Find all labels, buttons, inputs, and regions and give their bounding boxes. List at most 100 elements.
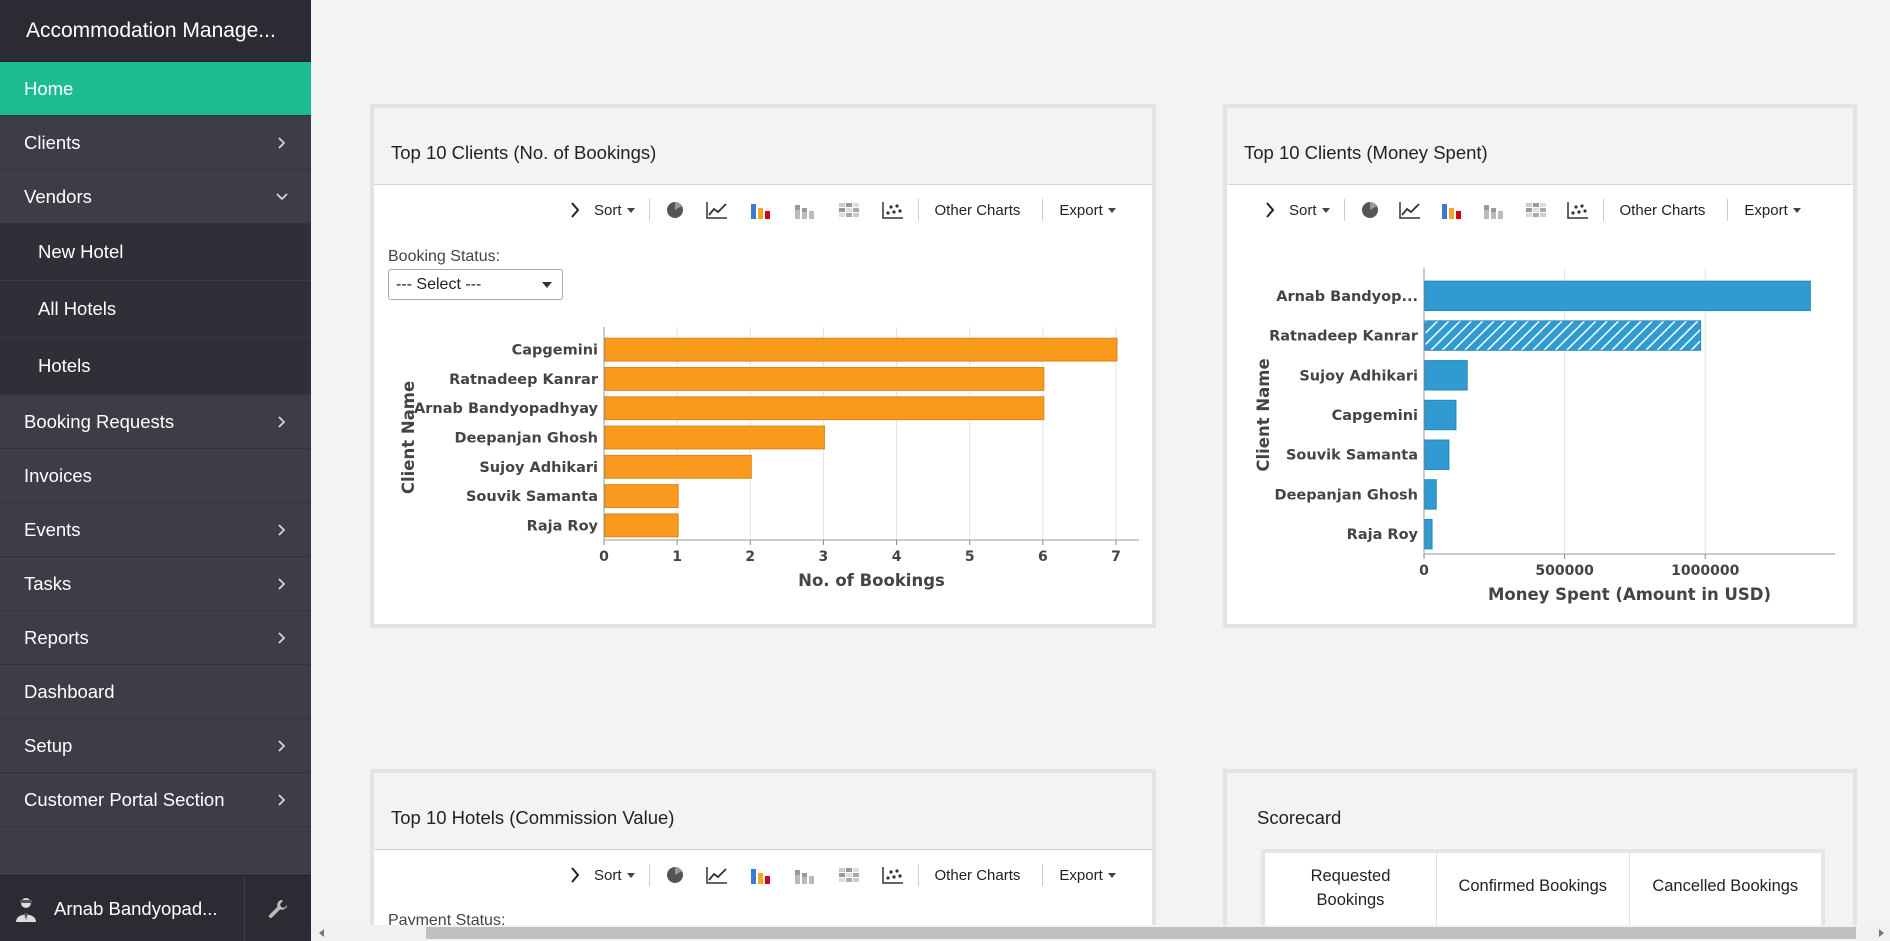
pie-chart-icon[interactable] <box>666 866 684 884</box>
sidebar-item-dashboard[interactable]: Dashboard <box>0 665 311 719</box>
select-value: --- Select --- <box>396 275 482 293</box>
sidebar-item-booking-requests[interactable]: Booking Requests <box>0 395 311 449</box>
scorecard-title: Scorecard <box>1257 807 1342 828</box>
chevron-right-icon <box>273 737 291 755</box>
expand-chevron-icon[interactable] <box>1265 202 1275 218</box>
app-title[interactable]: Accommodation Manage... <box>0 0 311 62</box>
export-button[interactable]: Export <box>1744 202 1801 219</box>
sidebar-item-invoices[interactable]: Invoices <box>0 449 311 503</box>
scatter-chart-icon[interactable] <box>881 866 904 884</box>
bar-raja-roy[interactable] <box>1424 518 1433 550</box>
sidebar-item-label: Clients <box>24 131 81 153</box>
line-chart-icon[interactable] <box>705 866 728 884</box>
bar-chart-icon[interactable] <box>1441 201 1463 219</box>
scrollbar-thumb[interactable] <box>426 927 1856 939</box>
sidebar-item-reports[interactable]: Reports <box>0 611 311 665</box>
category-label: Souvik Samanta <box>466 489 598 505</box>
sidebar-item-label: All Hotels <box>38 298 117 319</box>
bar-chart-icon[interactable] <box>750 866 772 884</box>
chevron-right-icon <box>273 413 291 431</box>
bar-sujoy-adhikari[interactable] <box>604 454 752 479</box>
scorecard-col-confirmed: Confirmed Bookings <box>1437 853 1630 929</box>
sidebar-item-label: Customer Portal Section <box>24 788 225 810</box>
sidebar-item-new-hotel[interactable]: New Hotel <box>0 224 311 281</box>
export-button[interactable]: Export <box>1059 866 1116 884</box>
bar-sujoy-adhikari[interactable] <box>1424 360 1468 391</box>
sort-caret-icon <box>626 872 635 878</box>
sidebar-item-label: Setup <box>24 734 73 756</box>
y-axis-title: Client Name <box>1254 358 1273 471</box>
sidebar-item-customer-portal-section[interactable]: Customer Portal Section <box>0 773 311 827</box>
sidebar-item-hotels[interactable]: Hotels <box>0 338 311 395</box>
expand-chevron-icon[interactable] <box>570 202 580 218</box>
x-tick-label: 3 <box>819 549 829 565</box>
sidebar-item-label: Tasks <box>24 572 72 594</box>
bar-deepanjan-ghosh[interactable] <box>604 425 825 450</box>
scroll-right-icon[interactable] <box>1879 929 1884 937</box>
panel-top-hotels-commission: Top 10 Hotels (Commission Value) Sort Oth… <box>370 769 1156 941</box>
sort-button[interactable]: Sort <box>1289 202 1330 219</box>
sort-button[interactable]: Sort <box>594 867 635 884</box>
sidebar-item-tasks[interactable]: Tasks <box>0 557 311 611</box>
bar-ratnadeep-kanrar[interactable] <box>604 367 1045 391</box>
line-chart-icon[interactable] <box>1398 201 1421 219</box>
payment-status-label: Payment Status: <box>388 912 506 929</box>
bar-capgemini[interactable] <box>604 337 1118 362</box>
booking-status-select[interactable]: --- Select --- <box>388 269 563 300</box>
category-label: Sujoy Adhikari <box>1299 368 1418 384</box>
sidebar-nav: Home Clients Vendors New Hotel All Hotels Hot… <box>0 62 311 827</box>
bar-ratnadeep-kanrar[interactable] <box>1424 320 1702 351</box>
line-chart-icon[interactable] <box>705 201 728 219</box>
stacked-bar-icon[interactable] <box>1483 201 1505 219</box>
panel-body: Sort Other Charts Export Booking Status: -… <box>374 184 1152 624</box>
sidebar-item-vendors[interactable]: Vendors <box>0 170 311 224</box>
user-menu[interactable]: Arnab Bandyopad... <box>0 876 245 941</box>
heatmap-icon[interactable] <box>1525 201 1547 219</box>
chevron-right-icon <box>273 791 291 809</box>
scatter-chart-icon[interactable] <box>1566 201 1589 219</box>
user-avatar-icon <box>16 897 36 922</box>
sort-button[interactable]: Sort <box>594 202 635 219</box>
sidebar-item-label: New Hotel <box>38 241 124 262</box>
panel-top-clients-bookings: Top 10 Clients (No. of Bookings) Sort Oth… <box>370 104 1156 628</box>
stacked-bar-icon[interactable] <box>794 866 816 884</box>
sidebar-item-home[interactable]: Home <box>0 62 311 116</box>
bar-souvik-samanta[interactable] <box>604 484 679 508</box>
x-tick-label: 500000 <box>1535 563 1594 579</box>
bar-souvik-samanta[interactable] <box>1424 439 1450 470</box>
chevron-right-icon <box>273 521 291 539</box>
category-label: Ratnadeep Kanrar <box>1269 329 1419 345</box>
heatmap-icon[interactable] <box>838 201 860 219</box>
settings-wrench-button[interactable] <box>245 876 311 941</box>
x-tick-label: 4 <box>892 549 902 565</box>
bar-raja-roy[interactable] <box>604 513 679 538</box>
stacked-bar-icon[interactable] <box>794 201 816 219</box>
pie-chart-icon[interactable] <box>1361 201 1379 219</box>
export-label: Export <box>1059 866 1103 884</box>
scatter-chart-icon[interactable] <box>881 201 904 219</box>
x-tick-label: 6 <box>1038 549 1048 565</box>
bar-arnab-bandyopadhyay[interactable] <box>604 396 1045 421</box>
sidebar-item-events[interactable]: Events <box>0 503 311 557</box>
bar-deepanjan-ghosh[interactable] <box>1424 479 1437 510</box>
bar-arnab-bandyop-[interactable] <box>1424 280 1811 312</box>
bar-chart-icon[interactable] <box>750 201 772 219</box>
scroll-left-icon[interactable] <box>319 929 324 937</box>
heatmap-icon[interactable] <box>838 866 860 884</box>
toolbar-divider <box>1602 199 1604 221</box>
sidebar-item-setup[interactable]: Setup <box>0 719 311 773</box>
sidebar-item-clients[interactable]: Clients <box>0 116 311 170</box>
category-label: Capgemini <box>1332 408 1418 424</box>
horizontal-scrollbar[interactable] <box>311 925 1890 941</box>
other-charts-button[interactable]: Other Charts <box>935 202 1021 219</box>
expand-chevron-icon[interactable] <box>570 867 580 883</box>
pie-chart-icon[interactable] <box>666 201 684 219</box>
bar-capgemini[interactable] <box>1424 399 1457 431</box>
chevron-right-icon <box>273 575 291 593</box>
category-label: Souvik Samanta <box>1286 448 1418 464</box>
chevron-right-icon <box>273 134 291 152</box>
other-charts-button[interactable]: Other Charts <box>1620 202 1706 219</box>
export-button[interactable]: Export <box>1059 202 1116 219</box>
sidebar-item-all-hotels[interactable]: All Hotels <box>0 281 311 338</box>
other-charts-button[interactable]: Other Charts <box>935 867 1021 884</box>
